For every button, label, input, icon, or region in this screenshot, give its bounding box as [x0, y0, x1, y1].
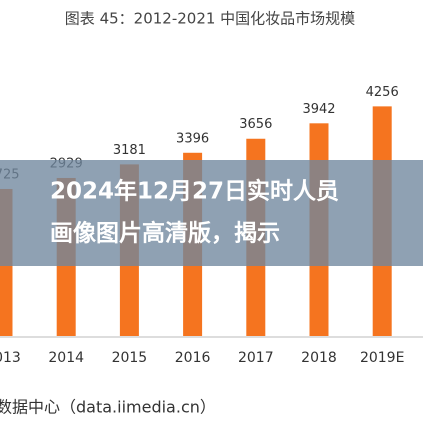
source: 数据中心（data.iimedia.cn） — [0, 398, 216, 417]
x-tick-label: 2014 — [48, 350, 84, 366]
x-tick-label: 2016 — [175, 350, 211, 366]
value-label: 3396 — [176, 131, 209, 146]
value-label: 3181 — [113, 143, 146, 158]
value-label: 4256 — [366, 85, 399, 100]
value-label: 3942 — [302, 102, 335, 117]
x-tick-label: 2017 — [238, 350, 274, 366]
x-tick-label: 2018 — [301, 350, 337, 366]
overlay-line: 画像图片高清版，揭示 — [50, 220, 280, 247]
x-tick-label: 2019E — [360, 350, 404, 366]
overlay-band — [0, 160, 423, 266]
overlay-line: 2024年12月27日实时人员 — [50, 178, 339, 205]
x-tick-label: 2013 — [0, 350, 21, 366]
x-tick-label: 2015 — [112, 350, 148, 366]
value-label: 3656 — [239, 117, 272, 132]
chart-title: 图表 45：2012-2021 中国化妆品市场规模 — [65, 10, 355, 28]
